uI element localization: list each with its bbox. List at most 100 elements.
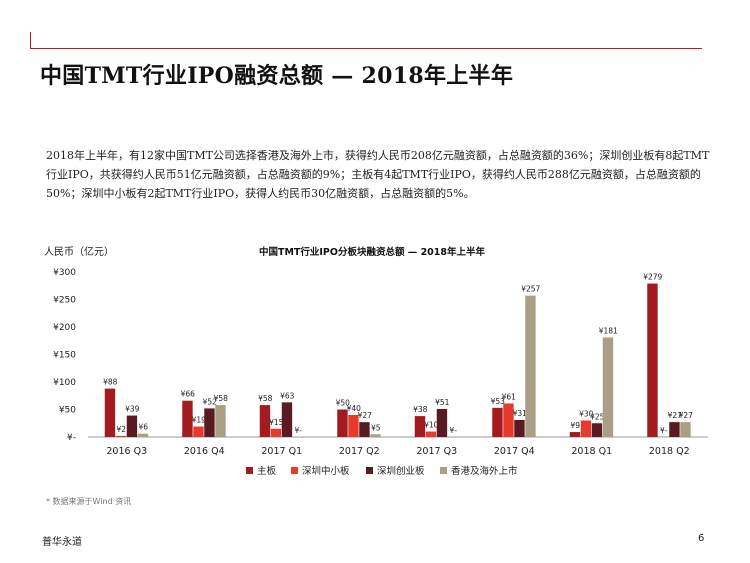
- bar-group: ¥9 ¥30¥25 ¥181: [569, 326, 618, 437]
- bar: [414, 416, 426, 437]
- bar: [425, 431, 437, 437]
- bar: [492, 407, 503, 437]
- data-source-note: * 数据来源于Wind 资讯: [46, 497, 132, 506]
- bar-group: ¥38 ¥10 ¥51 ¥-: [413, 398, 457, 437]
- bar: [580, 420, 592, 437]
- bar-value-label: ¥15: [269, 418, 284, 427]
- bar: [348, 415, 359, 437]
- legend-item: 深圳创业板: [366, 465, 425, 477]
- bar-value-label: ¥279: [643, 273, 662, 282]
- page-title: 中国TMT行业IPO融资总额 — 2018年上半年: [40, 63, 514, 89]
- y-tick-label: ¥200: [53, 323, 76, 333]
- bar-value-label: ¥66: [181, 390, 196, 399]
- header-accent-tick: [30, 32, 31, 48]
- bar: [281, 402, 293, 437]
- bar-value-label: ¥27: [679, 411, 694, 420]
- chart-legend: 主板 深圳中小板 深圳创业板 香港及海外上市: [246, 465, 518, 477]
- bar-value-label: ¥6: [138, 423, 148, 432]
- bar-value-label: ¥-: [450, 426, 458, 435]
- bar: [259, 405, 271, 437]
- y-tick-label: ¥50: [59, 406, 76, 416]
- bar: [337, 409, 348, 437]
- intro-paragraph: 2018年上半年，有12家中国TMT公司选择香港及海外上市，获得约人民币208亿…: [46, 149, 710, 200]
- bar-value-label: ¥10: [424, 421, 439, 430]
- bar: [104, 388, 116, 437]
- bar-group: ¥50¥40¥27 ¥5: [336, 399, 381, 437]
- y-tick-label: ¥150: [53, 351, 76, 361]
- bar-value-label: ¥52: [203, 397, 218, 406]
- bar-value-label: ¥38: [413, 405, 428, 414]
- x-tick-label: 2016 Q3: [106, 446, 147, 457]
- bar-value-label: ¥63: [280, 391, 295, 400]
- legend-item: 香港及海外上市: [440, 465, 518, 477]
- bar-value-label: ¥53: [491, 397, 506, 406]
- y-axis-label: 人民币（亿元）: [44, 245, 114, 258]
- bar-value-label: ¥27: [668, 411, 683, 420]
- bar-value-label: ¥19: [192, 416, 207, 425]
- legend-item: 深圳中小板: [291, 465, 350, 477]
- bar-value-label: ¥31: [513, 409, 528, 418]
- legend-label: 深圳创业板: [377, 465, 425, 477]
- bar-value-label: ¥58: [258, 394, 273, 403]
- x-tick-label: 2017 Q4: [494, 446, 535, 457]
- bar: [359, 422, 370, 437]
- bar-value-label: ¥40: [347, 404, 362, 413]
- bar: [182, 400, 193, 437]
- x-tick-label: 2017 Q3: [416, 446, 457, 457]
- y-tick-label: ¥250: [53, 296, 76, 306]
- bar: [680, 422, 691, 437]
- bar-value-label: ¥181: [599, 326, 618, 335]
- legend-label: 深圳中小板: [302, 465, 350, 477]
- legend-swatch: [291, 467, 298, 474]
- bar-value-label: ¥9: [570, 421, 580, 430]
- bar: [503, 403, 514, 437]
- x-tick-label: 2017 Q2: [339, 446, 380, 457]
- bar-value-label: ¥50: [336, 399, 351, 408]
- bar-value-label: ¥61: [502, 392, 517, 401]
- bar: [569, 432, 581, 437]
- bar-value-label: ¥25: [590, 412, 605, 421]
- bar: [525, 295, 536, 437]
- chart-title: 中国TMT行业IPO分板块融资总额 — 2018年上半年: [259, 246, 486, 258]
- bar-value-label: ¥39: [125, 405, 140, 414]
- bar-value-label: ¥2: [116, 425, 126, 434]
- bar: [436, 408, 448, 437]
- bar-value-label: ¥58: [214, 394, 229, 403]
- bar: [204, 408, 215, 437]
- bar: [270, 428, 282, 437]
- x-axis-labels: 2016 Q3 2016 Q4 2017 Q1 2017 Q2 2017 Q3 2017 …: [106, 446, 689, 457]
- bar-group: ¥88 ¥2 ¥39 ¥6: [103, 378, 148, 437]
- legend-item: 主板: [246, 465, 277, 477]
- bar-value-label: ¥-: [295, 426, 303, 435]
- page-number: 6: [698, 533, 705, 544]
- y-tick-label: ¥300: [53, 268, 76, 278]
- bar: [602, 337, 614, 437]
- bar-chart: 人民币（亿元） 中国TMT行业IPO分板块融资总额 — 2018年上半年 ¥-¥…: [44, 245, 708, 477]
- y-tick-label: ¥100: [53, 378, 76, 388]
- y-tick-label: ¥-: [67, 433, 76, 443]
- bar-value-label: ¥51: [435, 398, 450, 407]
- bar: [514, 419, 525, 437]
- x-tick-label: 2018 Q2: [649, 446, 690, 457]
- bar-value-label: ¥-: [660, 426, 668, 435]
- y-axis-ticks: ¥- ¥50 ¥100 ¥150 ¥200 ¥250 ¥300: [53, 268, 76, 443]
- bar: [193, 426, 204, 437]
- brand-name: 普华永道: [42, 537, 82, 548]
- bar-value-label: ¥257: [521, 285, 540, 294]
- legend-swatch: [440, 467, 447, 474]
- legend-swatch: [366, 467, 373, 474]
- bar-value-label: ¥27: [358, 411, 373, 420]
- x-tick-label: 2017 Q1: [261, 446, 302, 457]
- header-divider: [30, 48, 702, 49]
- bar: [215, 405, 226, 437]
- bar-value-label: ¥88: [103, 378, 118, 387]
- bar: [669, 422, 680, 437]
- legend-label: 香港及海外上市: [451, 465, 518, 477]
- bar-value-label: ¥30: [579, 410, 594, 419]
- bar: [647, 283, 658, 437]
- bar-group: ¥58 ¥15 ¥63 ¥-: [258, 391, 302, 437]
- legend-swatch: [246, 467, 253, 474]
- bar-groups: ¥88¥2¥39¥6¥66¥19¥52¥58 ¥58¥15¥63¥-¥50¥40¥…: [103, 273, 693, 437]
- bar: [126, 415, 138, 437]
- bar-value-label: ¥5: [371, 423, 381, 432]
